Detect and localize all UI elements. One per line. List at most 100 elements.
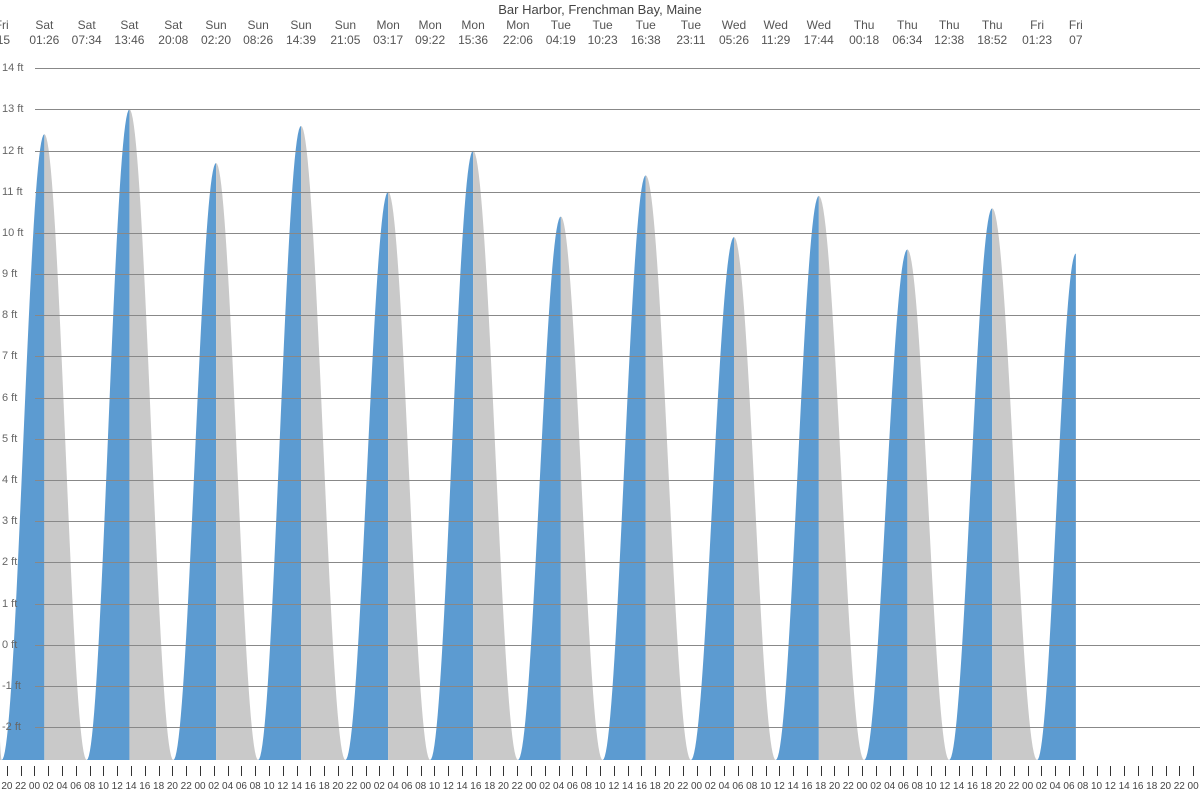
x-tick (366, 766, 367, 776)
y-tick-label: 12 ft (2, 145, 32, 157)
x-tick-label: 20 (498, 781, 509, 792)
x-tick-label: 08 (84, 781, 95, 792)
gridline (35, 727, 1200, 728)
x-tick-label: 08 (581, 781, 592, 792)
x-tick (986, 766, 987, 776)
x-tick (7, 766, 8, 776)
x-tick (945, 766, 946, 776)
x-tick (517, 766, 518, 776)
x-tick-label: 08 (1077, 781, 1088, 792)
x-tick (834, 766, 835, 776)
x-tick-label: 18 (153, 781, 164, 792)
x-tick (1041, 766, 1042, 776)
x-tick-label: 12 (112, 781, 123, 792)
gridline (35, 398, 1200, 399)
x-tick (793, 766, 794, 776)
x-tick-label: 16 (1132, 781, 1143, 792)
x-tick (476, 766, 477, 776)
x-tick-label: 18 (650, 781, 661, 792)
x-tick-label: 00 (194, 781, 205, 792)
x-tick (890, 766, 891, 776)
x-tick-label: 22 (181, 781, 192, 792)
x-tick-label: 02 (870, 781, 881, 792)
x-tick-label: 12 (443, 781, 454, 792)
x-tick (903, 766, 904, 776)
x-tick-label: 16 (801, 781, 812, 792)
gridline (35, 151, 1200, 152)
x-tick (628, 766, 629, 776)
x-tick (407, 766, 408, 776)
y-tick-label: 4 ft (2, 474, 32, 486)
y-tick-label: 3 ft (2, 515, 32, 527)
gridline (35, 274, 1200, 275)
x-tick (352, 766, 353, 776)
x-tick (600, 766, 601, 776)
x-tick (117, 766, 118, 776)
gridline (35, 604, 1200, 605)
x-tick-label: 14 (1119, 781, 1130, 792)
gridline (35, 315, 1200, 316)
x-tick (310, 766, 311, 776)
gridline (35, 686, 1200, 687)
x-tick (90, 766, 91, 776)
x-tick (503, 766, 504, 776)
x-tick-label: 22 (843, 781, 854, 792)
x-tick-label: 10 (98, 781, 109, 792)
x-tick-label: 00 (29, 781, 40, 792)
y-tick-label: 13 ft (2, 103, 32, 115)
x-tick-label: 16 (636, 781, 647, 792)
x-tick (1124, 766, 1125, 776)
x-tick (669, 766, 670, 776)
x-tick (545, 766, 546, 776)
x-tick-label: 10 (594, 781, 605, 792)
x-tick-label: 18 (1146, 781, 1157, 792)
x-tick-label: 22 (512, 781, 523, 792)
x-tick (421, 766, 422, 776)
x-tick-label: 14 (788, 781, 799, 792)
gridline (35, 439, 1200, 440)
x-tick-label: 22 (1008, 781, 1019, 792)
x-tick-label: 14 (457, 781, 468, 792)
x-tick-label: 04 (222, 781, 233, 792)
x-tick (297, 766, 298, 776)
x-tick (186, 766, 187, 776)
x-tick (1193, 766, 1194, 776)
gridline (35, 645, 1200, 646)
x-tick-label: 10 (263, 781, 274, 792)
x-tick (1014, 766, 1015, 776)
x-tick (200, 766, 201, 776)
gridline (35, 192, 1200, 193)
x-tick (1028, 766, 1029, 776)
x-tick-label: 04 (388, 781, 399, 792)
x-tick (738, 766, 739, 776)
x-tick (241, 766, 242, 776)
x-tick-label: 14 (622, 781, 633, 792)
x-tick-label: 10 (925, 781, 936, 792)
x-tick-label: 00 (360, 781, 371, 792)
gridline (35, 109, 1200, 110)
x-tick (572, 766, 573, 776)
x-tick (448, 766, 449, 776)
x-tick-label: 18 (484, 781, 495, 792)
x-tick-label: 20 (167, 781, 178, 792)
y-tick-label: 9 ft (2, 268, 32, 280)
x-tick-label: 20 (1160, 781, 1171, 792)
x-tick-label: 00 (1188, 781, 1199, 792)
gridline (35, 233, 1200, 234)
x-tick-label: 12 (774, 781, 785, 792)
y-tick-label: 11 ft (2, 186, 32, 198)
x-tick-label: 22 (15, 781, 26, 792)
x-tick-label: 04 (57, 781, 68, 792)
plot-area: -2 ft-1 ft0 ft1 ft2 ft3 ft4 ft5 ft6 ft7 … (0, 60, 1200, 760)
x-tick-label: 22 (346, 781, 357, 792)
y-tick-label: 5 ft (2, 433, 32, 445)
x-tick (710, 766, 711, 776)
x-tick-label: 06 (70, 781, 81, 792)
tide-chart: Bar Harbor, Frenchman Bay, Maine Fri:15S… (0, 0, 1200, 800)
gridline (35, 356, 1200, 357)
x-tick (1138, 766, 1139, 776)
x-tick-label: 02 (208, 781, 219, 792)
hour-axis: 2022000204060810121416182022000204060810… (0, 760, 1200, 800)
tide-event-header: Fri:15Sat01:26Sat07:34Sat13:46Sat20:08Su… (0, 18, 1200, 52)
x-tick (779, 766, 780, 776)
